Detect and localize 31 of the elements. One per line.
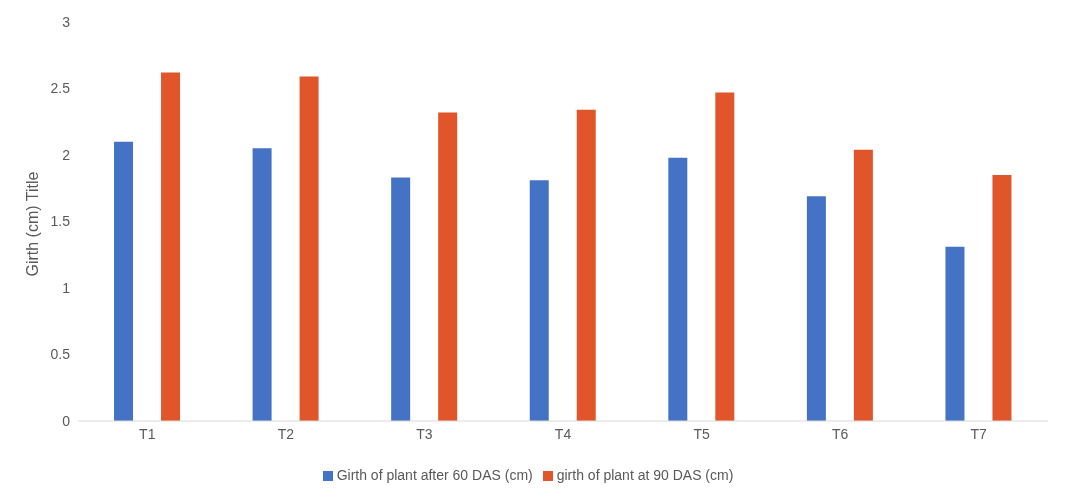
- bar: [299, 76, 319, 421]
- bar: [114, 141, 134, 421]
- y-tick-label: 1: [62, 279, 71, 296]
- bar: [668, 157, 688, 421]
- bar: [853, 149, 873, 421]
- bar: [576, 109, 596, 421]
- bar: [161, 72, 181, 421]
- y-tick-label: 2.5: [50, 80, 71, 97]
- bar: [391, 177, 411, 421]
- x-tick-label: T6: [831, 425, 849, 442]
- y-tick-label: 2: [62, 146, 71, 163]
- bar: [529, 180, 549, 421]
- x-tick-label: T4: [554, 425, 572, 442]
- y-tick-label: 1.5: [50, 213, 71, 230]
- x-tick-label: T3: [416, 425, 433, 442]
- bar: [992, 174, 1012, 421]
- legend-label: girth of plant at 90 DAS (cm): [556, 467, 734, 483]
- x-tick-label: T7: [970, 425, 988, 442]
- y-tick-label: 3: [62, 13, 71, 30]
- x-tick-label: T5: [693, 425, 710, 442]
- x-tick-label: T2: [277, 425, 295, 442]
- y-tick-label: 0: [62, 412, 71, 429]
- y-tick-label: 0.5: [50, 346, 71, 363]
- bar: [438, 112, 458, 421]
- bar: [715, 92, 735, 421]
- legend-label: Girth of plant after 60 DAS (cm): [336, 467, 533, 483]
- y-axis-title: Girth (cm) Title: [23, 171, 41, 277]
- bar: [945, 246, 965, 421]
- bar: [806, 196, 826, 421]
- bar: [252, 148, 272, 421]
- x-tick-label: T1: [139, 425, 156, 442]
